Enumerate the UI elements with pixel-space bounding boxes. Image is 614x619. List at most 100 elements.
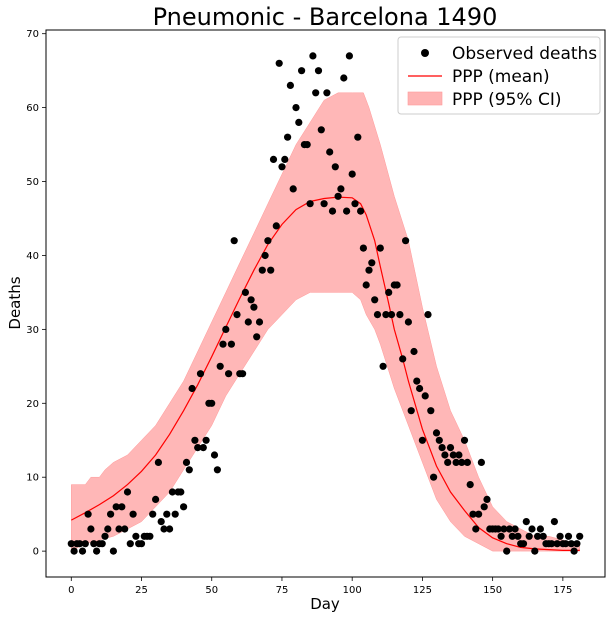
observed-point xyxy=(340,74,348,82)
observed-point xyxy=(359,244,367,252)
observed-point xyxy=(503,547,511,555)
observed-point xyxy=(289,185,297,193)
observed-point xyxy=(258,266,266,274)
observed-point xyxy=(202,436,210,444)
observed-point xyxy=(469,510,477,518)
legend-observed-label: Observed deaths xyxy=(452,44,597,64)
observed-point xyxy=(576,532,584,540)
legend: Observed deaths PPP (mean) PPP (95% CI) xyxy=(397,36,601,115)
observed-point xyxy=(343,207,351,215)
observed-point xyxy=(166,525,174,533)
mean-line xyxy=(71,196,580,552)
observed-point xyxy=(331,163,339,171)
observed-point xyxy=(154,458,162,466)
observed-point xyxy=(152,495,160,503)
observed-point xyxy=(531,547,539,555)
observed-point xyxy=(337,185,345,193)
observed-point xyxy=(194,444,202,452)
x-tick-label: 100 xyxy=(343,585,362,596)
observed-point xyxy=(244,318,252,326)
observed-point xyxy=(84,510,92,518)
observed-point xyxy=(255,318,264,326)
observed-point xyxy=(522,518,530,526)
observed-point xyxy=(222,325,230,333)
observed-point xyxy=(573,540,581,548)
observed-point xyxy=(132,532,140,540)
observed-point xyxy=(556,532,564,540)
observed-point xyxy=(345,52,353,60)
observed-point xyxy=(548,540,556,548)
observed-point xyxy=(536,525,545,533)
observed-point xyxy=(171,510,179,518)
observed-point xyxy=(196,370,205,378)
observed-point xyxy=(511,525,519,533)
observed-point xyxy=(314,67,323,75)
legend-ci-label: PPP (95% CI) xyxy=(452,90,562,110)
observed-point xyxy=(430,473,438,481)
observed-point xyxy=(210,451,219,459)
observed-point xyxy=(188,384,196,393)
observed-point xyxy=(514,532,522,540)
observed-point xyxy=(241,288,249,296)
legend-mean-label: PPP (mean) xyxy=(452,67,550,87)
observed-point xyxy=(93,547,101,555)
observed-point xyxy=(379,362,387,370)
observed-point xyxy=(570,547,578,555)
observed-point xyxy=(567,540,575,548)
observed-point xyxy=(416,384,424,393)
observed-point xyxy=(185,466,193,474)
mean-line-layer xyxy=(71,196,580,552)
observed-point xyxy=(219,340,227,348)
observed-point xyxy=(539,532,547,540)
ci-band-layer xyxy=(71,92,580,552)
observed-point xyxy=(320,200,328,208)
chart-title: Pneumonic - Barcelona 1490 xyxy=(153,3,498,31)
observed-point xyxy=(472,525,480,533)
observed-point xyxy=(483,495,491,503)
observed-point xyxy=(368,259,376,267)
observed-point xyxy=(275,59,283,67)
observed-point xyxy=(475,510,483,518)
y-tick-label: 70 xyxy=(26,29,39,40)
observed-point xyxy=(452,458,460,466)
observed-point xyxy=(272,222,280,230)
observed-point xyxy=(168,488,176,496)
observed-point xyxy=(81,540,89,548)
observed-point xyxy=(410,347,418,356)
observed-point xyxy=(444,458,452,466)
observed-point xyxy=(227,340,235,348)
observed-point xyxy=(177,488,185,496)
legend-box xyxy=(397,36,601,115)
ci-band xyxy=(71,92,580,552)
observed-point xyxy=(494,525,502,533)
observed-point xyxy=(351,200,359,208)
observed-point xyxy=(312,89,320,97)
y-tick-label: 50 xyxy=(26,177,39,188)
observed-point xyxy=(458,458,466,466)
observed-point xyxy=(286,81,294,89)
observed-point xyxy=(435,436,443,444)
observed-point xyxy=(438,444,446,452)
observed-point xyxy=(216,362,224,370)
observed-point xyxy=(298,67,306,75)
legend-observed-marker xyxy=(421,49,429,57)
observed-point xyxy=(239,370,247,378)
observed-point xyxy=(382,311,390,319)
observed-point xyxy=(250,303,258,311)
observed-point xyxy=(334,192,342,200)
observed-point xyxy=(427,407,435,415)
observed-point xyxy=(267,266,275,274)
observed-point xyxy=(525,532,533,540)
x-tick-label: 125 xyxy=(413,585,432,596)
observed-point xyxy=(460,436,469,444)
observed-point xyxy=(225,370,233,378)
observed-point xyxy=(230,237,238,245)
observed-point xyxy=(247,296,255,304)
x-tick-label: 25 xyxy=(135,585,148,596)
observed-point xyxy=(348,170,356,178)
observed-point xyxy=(146,532,154,540)
observed-point xyxy=(371,296,379,304)
observed-point xyxy=(292,104,300,112)
x-tick-label: 150 xyxy=(483,585,502,596)
